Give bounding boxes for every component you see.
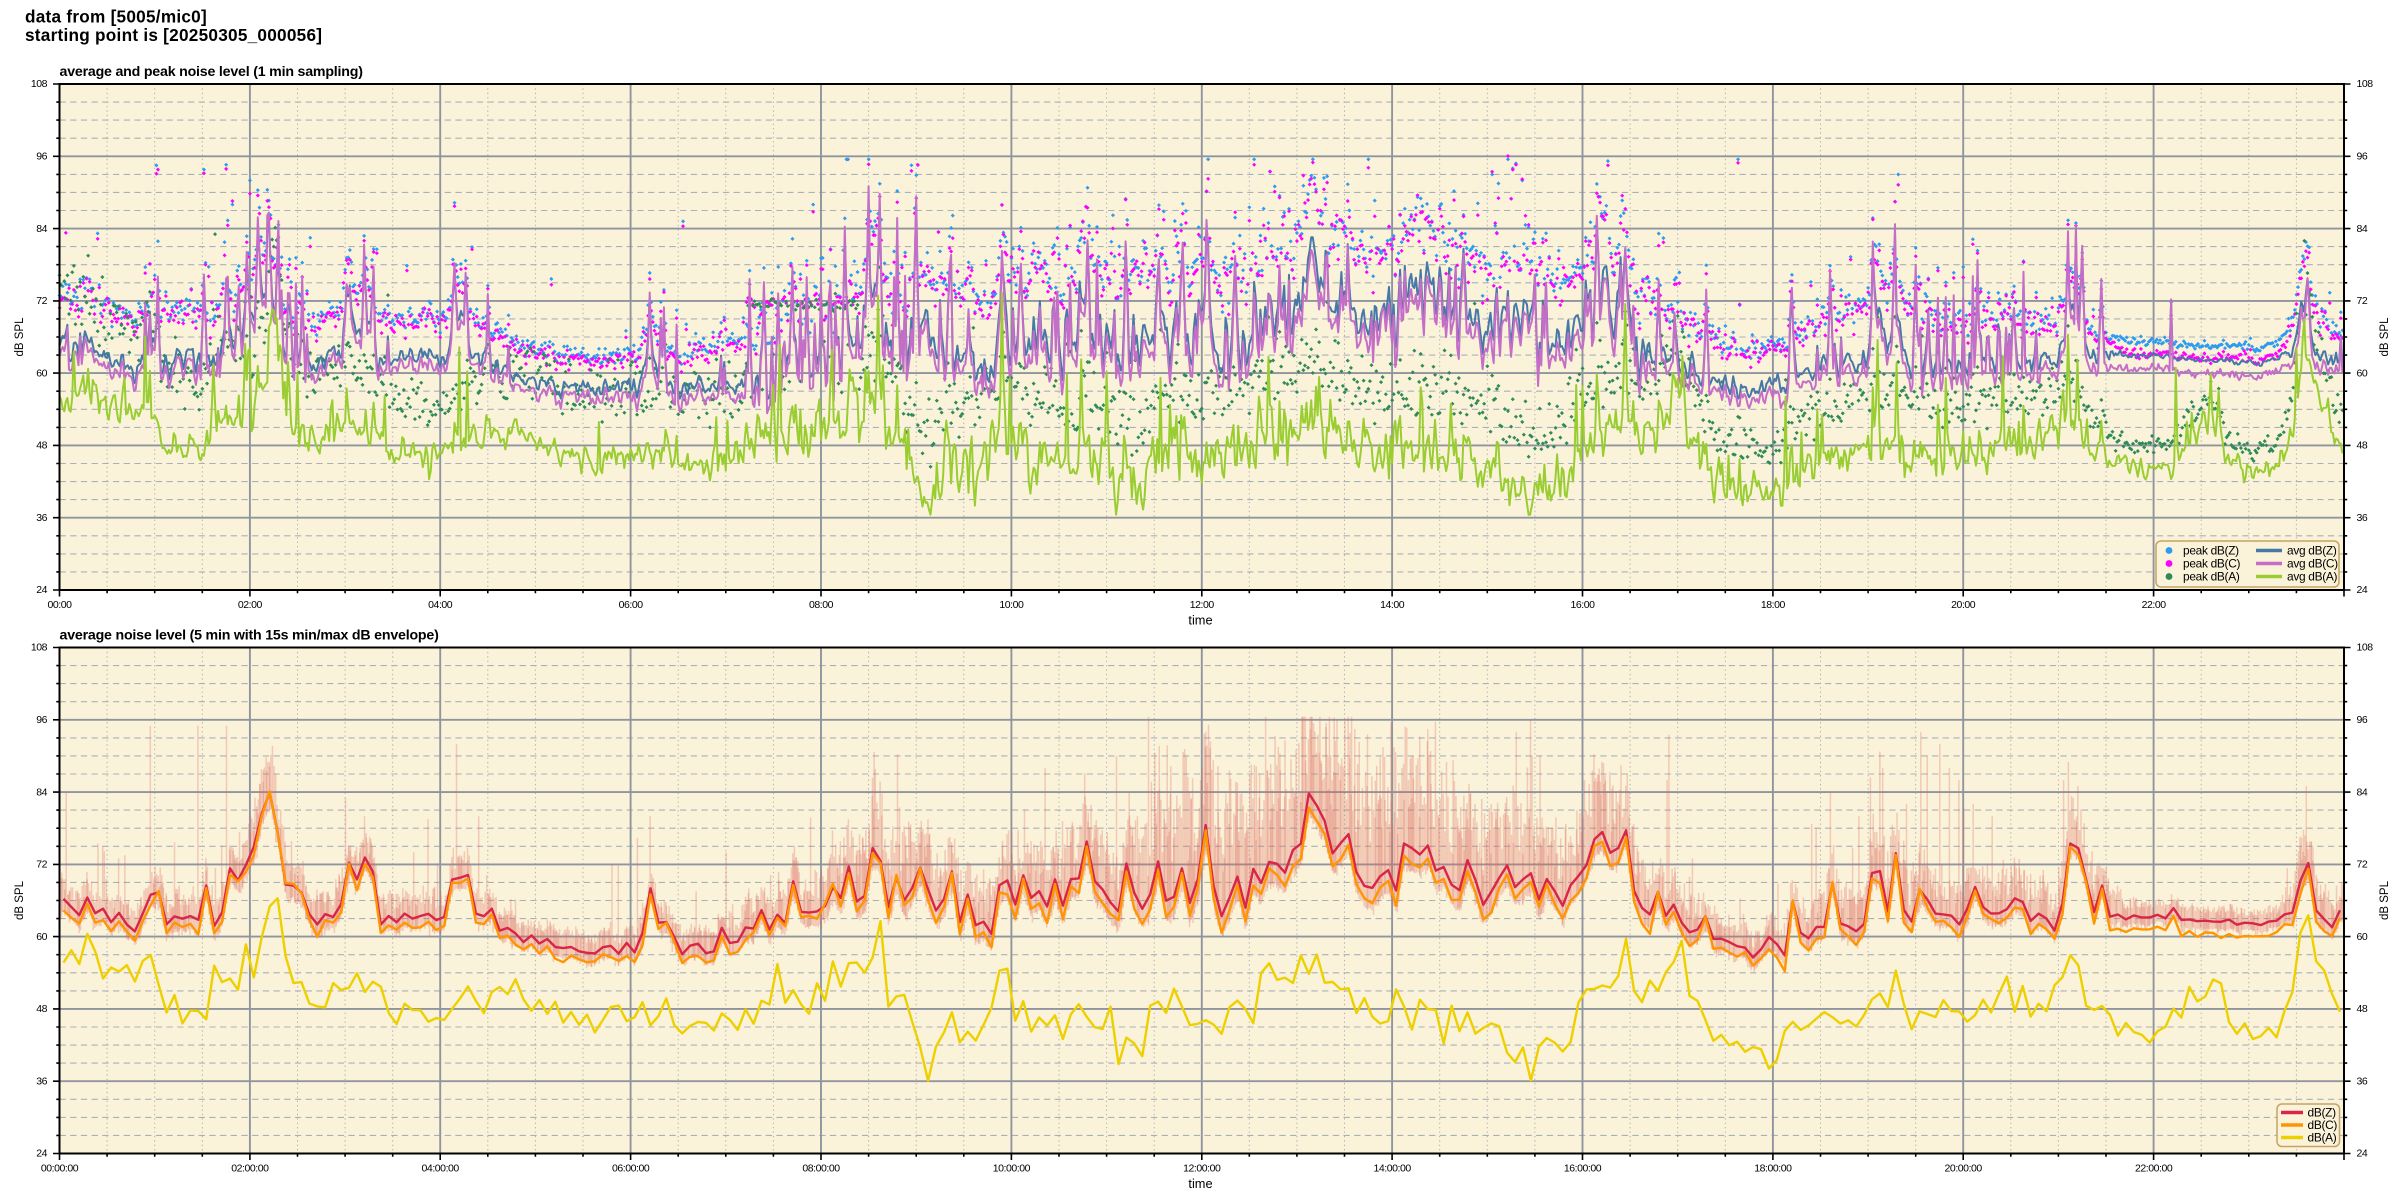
svg-text:22:00: 22:00 [2142,599,2167,611]
svg-text:02:00: 02:00 [238,599,263,611]
svg-text:96: 96 [2357,151,2368,163]
svg-text:dB SPL: dB SPL [14,317,26,357]
svg-text:60: 60 [36,367,47,379]
svg-text:12:00: 12:00 [1190,599,1215,611]
svg-text:time: time [1188,613,1212,628]
svg-text:dB SPL: dB SPL [14,880,26,920]
svg-text:108: 108 [2357,642,2374,654]
svg-text:24: 24 [36,584,47,596]
svg-text:36: 36 [2357,1075,2368,1087]
svg-text:00:00: 00:00 [47,599,72,611]
svg-text:10:00: 10:00 [999,599,1024,611]
svg-text:starting point is [20250305_00: starting point is [20250305_000056] [25,25,322,45]
svg-text:peak dB(Z): peak dB(Z) [2183,543,2239,557]
svg-text:72: 72 [36,859,47,871]
svg-text:108: 108 [31,78,48,90]
svg-text:04:00: 04:00 [428,599,453,611]
svg-text:60: 60 [36,931,47,943]
svg-text:dB(Z): dB(Z) [2308,1105,2337,1119]
svg-text:16:00:00: 16:00:00 [1564,1162,1602,1174]
svg-text:36: 36 [36,512,47,524]
svg-text:dB(C): dB(C) [2308,1118,2338,1132]
svg-text:16:00: 16:00 [1570,599,1595,611]
svg-text:84: 84 [36,223,47,235]
svg-text:06:00: 06:00 [619,599,644,611]
svg-text:96: 96 [36,714,47,726]
svg-text:72: 72 [36,295,47,307]
svg-text:dB SPL: dB SPL [2379,317,2391,357]
svg-text:20:00:00: 20:00:00 [1945,1162,1983,1174]
svg-text:14:00:00: 14:00:00 [1373,1162,1411,1174]
svg-text:average noise level (5 min wit: average noise level (5 min with 15s min/… [60,627,440,643]
svg-text:12:00:00: 12:00:00 [1183,1162,1221,1174]
svg-text:average and peak noise level (: average and peak noise level (1 min samp… [60,64,364,80]
svg-text:peak dB(A): peak dB(A) [2183,569,2240,583]
svg-text:108: 108 [31,642,48,654]
svg-text:22:00:00: 22:00:00 [2135,1162,2173,1174]
svg-text:08:00: 08:00 [809,599,834,611]
svg-text:peak dB(C): peak dB(C) [2183,556,2240,570]
svg-text:dB(A): dB(A) [2308,1130,2337,1144]
svg-text:14:00: 14:00 [1380,599,1405,611]
svg-text:60: 60 [2357,367,2368,379]
svg-text:02:00:00: 02:00:00 [231,1162,269,1174]
svg-text:60: 60 [2357,931,2368,943]
svg-text:20:00: 20:00 [1951,599,1976,611]
svg-text:96: 96 [2357,714,2368,726]
svg-text:avg dB(A): avg dB(A) [2287,569,2338,583]
svg-text:48: 48 [2357,440,2368,452]
svg-text:time: time [1188,1176,1212,1191]
svg-text:24: 24 [2357,584,2368,596]
svg-text:avg dB(Z): avg dB(Z) [2287,543,2337,557]
svg-text:84: 84 [2357,786,2368,798]
svg-text:36: 36 [2357,512,2368,524]
svg-text:48: 48 [36,440,47,452]
svg-text:36: 36 [36,1075,47,1087]
svg-text:48: 48 [36,1003,47,1015]
svg-text:08:00:00: 08:00:00 [802,1162,840,1174]
svg-text:96: 96 [36,151,47,163]
svg-text:data from [5005/mic0]: data from [5005/mic0] [25,7,207,27]
svg-text:18:00: 18:00 [1761,599,1786,611]
svg-text:108: 108 [2357,78,2374,90]
svg-text:dB SPL: dB SPL [2379,880,2391,920]
svg-text:72: 72 [2357,295,2368,307]
svg-text:24: 24 [2357,1148,2368,1160]
svg-text:04:00:00: 04:00:00 [422,1162,460,1174]
svg-text:48: 48 [2357,1003,2368,1015]
svg-text:84: 84 [36,786,47,798]
svg-text:84: 84 [2357,223,2368,235]
svg-text:10:00:00: 10:00:00 [993,1162,1031,1174]
svg-text:18:00:00: 18:00:00 [1754,1162,1792,1174]
svg-text:00:00:00: 00:00:00 [41,1162,79,1174]
svg-text:24: 24 [36,1148,47,1160]
svg-text:72: 72 [2357,859,2368,871]
svg-text:avg dB(C): avg dB(C) [2287,556,2338,570]
svg-text:06:00:00: 06:00:00 [612,1162,650,1174]
